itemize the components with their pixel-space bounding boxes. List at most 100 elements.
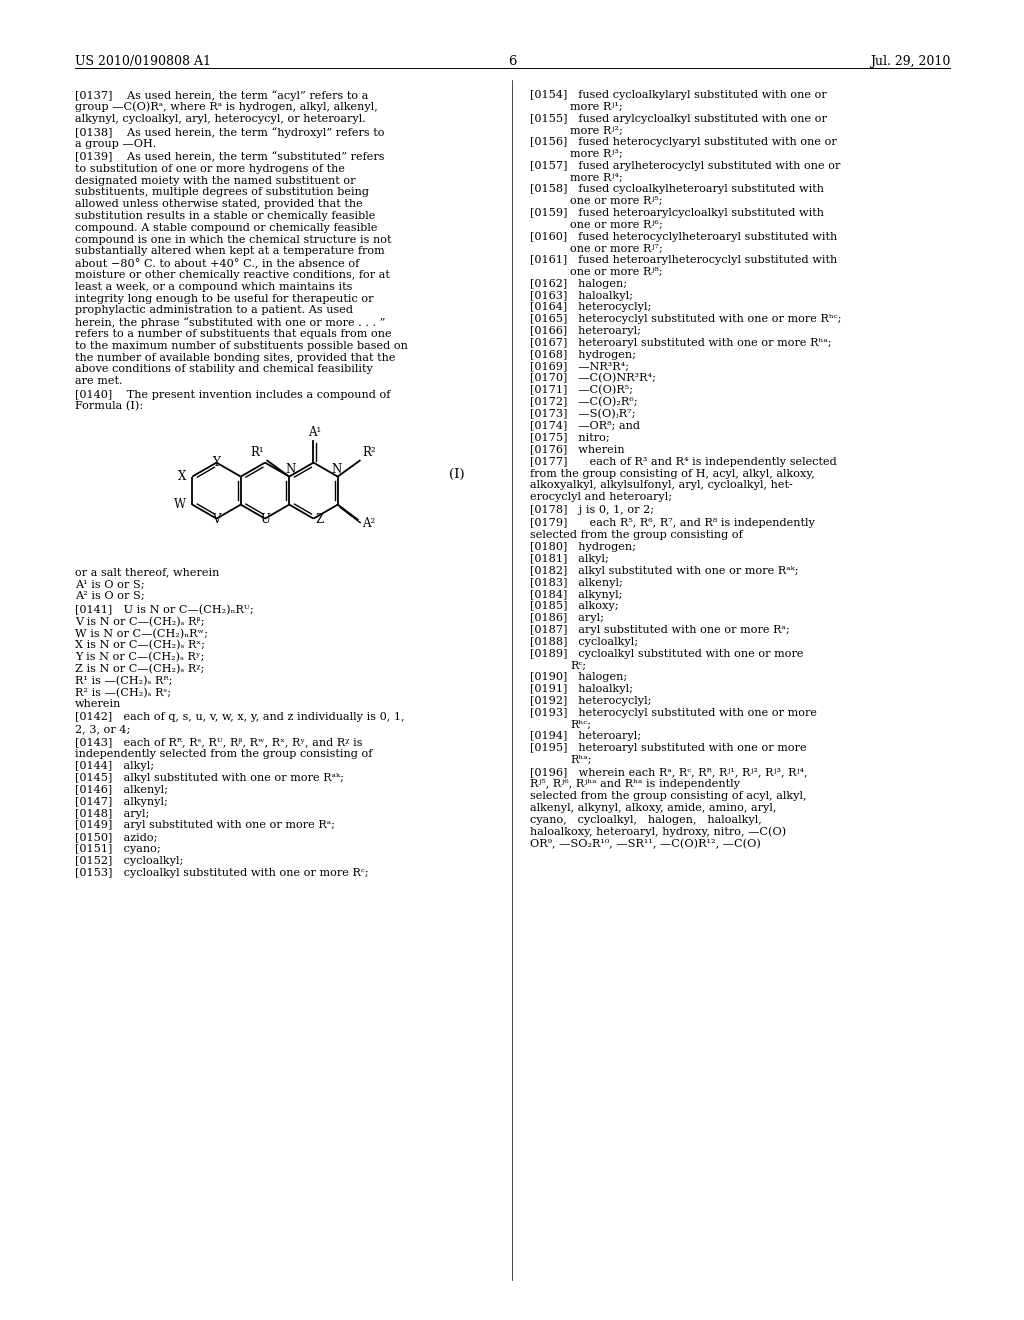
Text: one or more Rʲ⁸;: one or more Rʲ⁸; (570, 267, 663, 277)
Text: more Rʲ²;: more Rʲ²; (570, 125, 623, 136)
Text: [0158]   fused cycloalkylheteroaryl substituted with: [0158] fused cycloalkylheteroaryl substi… (530, 185, 824, 194)
Text: [0156]   fused heterocyclyaryl substituted with one or: [0156] fused heterocyclyaryl substituted… (530, 137, 837, 148)
Text: herein, the phrase “substituted with one or more . . . ”: herein, the phrase “substituted with one… (75, 317, 385, 327)
Text: R²: R² (362, 446, 377, 458)
Text: compound. A stable compound or chemically feasible: compound. A stable compound or chemicall… (75, 223, 378, 232)
Text: compound is one in which the chemical structure is not: compound is one in which the chemical st… (75, 235, 391, 244)
Text: [0195]   heteroaryl substituted with one or more: [0195] heteroaryl substituted with one o… (530, 743, 807, 752)
Text: [0163]   haloalkyl;: [0163] haloalkyl; (530, 290, 633, 301)
Text: Y: Y (213, 455, 220, 469)
Text: [0179]    each R⁵, R⁶, R⁷, and R⁸ is independently: [0179] each R⁵, R⁶, R⁷, and R⁸ is indepe… (530, 517, 815, 528)
Text: A² is O or S;: A² is O or S; (75, 591, 144, 601)
Text: a group —OH.: a group —OH. (75, 139, 157, 149)
Text: [0143] each of Rᴿ, Rˢ, Rᵁ, Rᵝ, Rʷ, Rˣ, Rʸ, and Rᵡ is: [0143] each of Rᴿ, Rˢ, Rᵁ, Rᵝ, Rʷ, Rˣ, R… (75, 737, 362, 747)
Text: [0159]   fused heteroarylcycloalkyl substituted with: [0159] fused heteroarylcycloalkyl substi… (530, 209, 824, 218)
Text: [0144] alkyl;: [0144] alkyl; (75, 762, 155, 771)
Text: [0155]   fused arylcycloalkyl substituted with one or: [0155] fused arylcycloalkyl substituted … (530, 114, 826, 124)
Text: 6: 6 (508, 55, 516, 69)
Text: V is N or C—(CH₂)ₛ Rᵝ;: V is N or C—(CH₂)ₛ Rᵝ; (75, 616, 205, 627)
Text: Rʰᶜ;: Rʰᶜ; (570, 719, 591, 730)
Text: OR⁹, —SO₂R¹⁰, —SR¹¹, —C(O)R¹², —C(O): OR⁹, —SO₂R¹⁰, —SR¹¹, —C(O)R¹², —C(O) (530, 838, 761, 849)
Text: [0191]   haloalkyl;: [0191] haloalkyl; (530, 684, 633, 694)
Text: [0182]   alkyl substituted with one or more Rᵃᵏ;: [0182] alkyl substituted with one or mor… (530, 566, 799, 576)
Text: haloalkoxy, heteroaryl, hydroxy, nitro, —C(O): haloalkoxy, heteroaryl, hydroxy, nitro, … (530, 826, 786, 837)
Text: [0167]   heteroaryl substituted with one or more Rʰᵃ;: [0167] heteroaryl substituted with one o… (530, 338, 831, 347)
Text: W: W (174, 498, 186, 511)
Text: N: N (332, 462, 342, 475)
Text: [0139]    As used herein, the term “substituted” refers: [0139] As used herein, the term “substit… (75, 152, 384, 162)
Text: [0160]   fused heterocyclylheteroaryl substituted with: [0160] fused heterocyclylheteroaryl subs… (530, 231, 838, 242)
Text: cyano,   cycloalkyl,   halogen,   haloalkyl,: cyano, cycloalkyl, halogen, haloalkyl, (530, 814, 762, 825)
Text: more Rʲ⁴;: more Rʲ⁴; (570, 173, 623, 182)
Text: [0196] wherein each Rᵃ, Rᶜ, Rᴿ, Rʲ¹, Rʲ², Rʲ³, Rʲ⁴,: [0196] wherein each Rᵃ, Rᶜ, Rᴿ, Rʲ¹, Rʲ²… (530, 768, 808, 777)
Text: X: X (178, 470, 186, 483)
Text: wherein: wherein (75, 700, 122, 709)
Text: [0187]   aryl substituted with one or more Rᵃ;: [0187] aryl substituted with one or more… (530, 624, 790, 635)
Text: U: U (260, 512, 270, 525)
Text: one or more Rʲ⁷;: one or more Rʲ⁷; (570, 243, 663, 253)
Text: [0172]   —C(O)₂R⁶;: [0172] —C(O)₂R⁶; (530, 397, 638, 407)
Text: [0183]   alkenyl;: [0183] alkenyl; (530, 578, 623, 587)
Text: [0161]   fused heteroarylheterocyclyl substituted with: [0161] fused heteroarylheterocyclyl subs… (530, 255, 838, 265)
Text: [0180]   hydrogen;: [0180] hydrogen; (530, 543, 636, 552)
Text: [0184]   alkynyl;: [0184] alkynyl; (530, 590, 623, 599)
Text: [0168]   hydrogen;: [0168] hydrogen; (530, 350, 636, 359)
Text: selected from the group consisting of acyl, alkyl,: selected from the group consisting of ac… (530, 791, 807, 801)
Text: [0162]   halogen;: [0162] halogen; (530, 279, 627, 289)
Text: [0146] alkenyl;: [0146] alkenyl; (75, 785, 168, 795)
Text: [0149] aryl substituted with one or more Rᵃ;: [0149] aryl substituted with one or more… (75, 821, 335, 830)
Text: [0185]   alkoxy;: [0185] alkoxy; (530, 602, 618, 611)
Text: [0148] aryl;: [0148] aryl; (75, 809, 150, 818)
Text: more Rʲ¹;: more Rʲ¹; (570, 102, 623, 112)
Text: more Rʲ³;: more Rʲ³; (570, 149, 623, 158)
Text: Rᶜ;: Rᶜ; (570, 660, 586, 671)
Text: substitution results in a stable or chemically feasible: substitution results in a stable or chem… (75, 211, 376, 220)
Text: substantially altered when kept at a temperature from: substantially altered when kept at a tem… (75, 247, 385, 256)
Text: prophylactic administration to a patient. As used: prophylactic administration to a patient… (75, 305, 353, 315)
Text: W is N or C—(CH₂)ₙRʷ;: W is N or C—(CH₂)ₙRʷ; (75, 628, 208, 639)
Text: [0178] j is 0, 1, or 2;: [0178] j is 0, 1, or 2; (530, 506, 654, 515)
Text: [0170]   —C(O)NR³R⁴;: [0170] —C(O)NR³R⁴; (530, 374, 656, 384)
Text: designated moiety with the named substituent or: designated moiety with the named substit… (75, 176, 355, 186)
Text: A¹: A¹ (308, 425, 322, 438)
Text: [0169]   —NR³R⁴;: [0169] —NR³R⁴; (530, 362, 629, 371)
Text: [0141] U is N or C—(CH₂)ₙRᵁ;: [0141] U is N or C—(CH₂)ₙRᵁ; (75, 605, 254, 615)
Text: X is N or C—(CH₂)ₛ Rˣ;: X is N or C—(CH₂)ₛ Rˣ; (75, 640, 205, 651)
Text: [0140]    The present invention includes a compound of: [0140] The present invention includes a … (75, 389, 390, 400)
Text: [0166]   heteroaryl;: [0166] heteroaryl; (530, 326, 641, 337)
Text: substituents, multiple degrees of substitution being: substituents, multiple degrees of substi… (75, 187, 369, 198)
Text: [0152] cycloalkyl;: [0152] cycloalkyl; (75, 855, 183, 866)
Text: [0142] each of q, s, u, v, w, x, y, and z individually is 0, 1,: [0142] each of q, s, u, v, w, x, y, and … (75, 713, 404, 722)
Text: [0189]   cycloalkyl substituted with one or more: [0189] cycloalkyl substituted with one o… (530, 648, 804, 659)
Text: moisture or other chemically reactive conditions, for at: moisture or other chemically reactive co… (75, 271, 390, 280)
Text: [0192]   heterocyclyl;: [0192] heterocyclyl; (530, 696, 651, 706)
Text: [0151] cyano;: [0151] cyano; (75, 843, 161, 854)
Text: alkynyl, cycloalkyl, aryl, heterocycyl, or heteroaryl.: alkynyl, cycloalkyl, aryl, heterocycyl, … (75, 114, 366, 124)
Text: [0137]    As used herein, the term “acyl” refers to a: [0137] As used herein, the term “acyl” r… (75, 90, 369, 100)
Text: (I): (I) (450, 467, 465, 480)
Text: selected from the group consisting of: selected from the group consisting of (530, 529, 742, 540)
Text: or a salt thereof, wherein: or a salt thereof, wherein (75, 568, 219, 578)
Text: the number of available bonding sites, provided that the: the number of available bonding sites, p… (75, 352, 395, 363)
Text: about −80° C. to about +40° C., in the absence of: about −80° C. to about +40° C., in the a… (75, 259, 359, 269)
Text: least a week, or a compound which maintains its: least a week, or a compound which mainta… (75, 281, 352, 292)
Text: [0154]   fused cycloalkylaryl substituted with one or: [0154] fused cycloalkylaryl substituted … (530, 90, 826, 100)
Text: [0153] cycloalkyl substituted with one or more Rᶜ;: [0153] cycloalkyl substituted with one o… (75, 867, 369, 878)
Text: Rʰᵃ;: Rʰᵃ; (570, 755, 592, 764)
Text: erocyclyl and heteroaryl;: erocyclyl and heteroaryl; (530, 492, 672, 502)
Text: refers to a number of substituents that equals from one: refers to a number of substituents that … (75, 329, 391, 339)
Text: to the maximum number of substituents possible based on: to the maximum number of substituents po… (75, 341, 408, 351)
Text: one or more Rʲ⁶;: one or more Rʲ⁶; (570, 220, 663, 230)
Text: above conditions of stability and chemical feasibility: above conditions of stability and chemic… (75, 364, 373, 375)
Text: are met.: are met. (75, 376, 123, 387)
Text: [0138]    As used herein, the term “hydroxyl” refers to: [0138] As used herein, the term “hydroxy… (75, 127, 384, 137)
Text: [0194]   heteroaryl;: [0194] heteroaryl; (530, 731, 641, 742)
Text: [0150] azido;: [0150] azido; (75, 832, 158, 842)
Text: [0173]   —S(O)ⱼR⁷;: [0173] —S(O)ⱼR⁷; (530, 409, 636, 418)
Text: [0164]   heterocyclyl;: [0164] heterocyclyl; (530, 302, 651, 313)
Text: A²: A² (361, 517, 375, 531)
Text: Formula (I):: Formula (I): (75, 401, 143, 412)
Text: [0174]   —OR⁸; and: [0174] —OR⁸; and (530, 420, 640, 430)
Text: group —C(O)Rᵃ, where Rᵃ is hydrogen, alkyl, alkenyl,: group —C(O)Rᵃ, where Rᵃ is hydrogen, alk… (75, 102, 378, 112)
Text: alkoxyalkyl, alkylsulfonyl, aryl, cycloalkyl, het-: alkoxyalkyl, alkylsulfonyl, aryl, cycloa… (530, 480, 793, 491)
